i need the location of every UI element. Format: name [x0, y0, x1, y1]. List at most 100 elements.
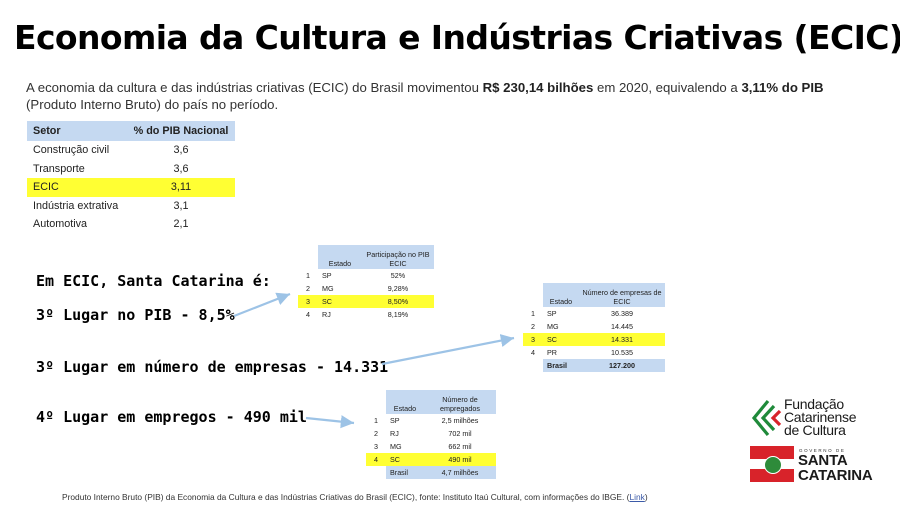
state: SP — [322, 271, 332, 280]
state-header: Estado — [386, 390, 424, 414]
state: PR — [547, 348, 557, 357]
sector-value: 2,1 — [173, 218, 189, 231]
sector-value: 3,1 — [173, 199, 189, 212]
sector-value: 3,6 — [173, 144, 189, 157]
rank: 2 — [531, 322, 535, 331]
state: RJ — [390, 429, 399, 438]
table-row: 4 RJ 8,19% — [298, 308, 434, 321]
intro-text-1: A economia da cultura e das indústrias c… — [26, 80, 483, 95]
footnote: Produto Interno Bruto (PIB) da Economia … — [62, 492, 648, 502]
companies-header: Número de empresas de ECIC — [579, 283, 665, 307]
table-row: 1 SP 36.389 — [523, 307, 665, 320]
rank-header — [366, 390, 386, 414]
fcc-line: Catarinense — [784, 409, 857, 425]
state: MG — [547, 322, 559, 331]
arrow-to-empregos-table — [305, 415, 355, 429]
fcc-line: de Cultura — [784, 422, 846, 438]
page-title: Economia da Cultura e Indústrias Criativ… — [14, 18, 900, 57]
footnote-paren-open: ( — [626, 492, 630, 502]
table-row: 1 SP 52% — [298, 269, 434, 282]
value: 9,28% — [387, 284, 409, 293]
fcc-text: Fundação Catarinense de Cultura — [784, 396, 857, 438]
value: 14.331 — [579, 333, 665, 346]
sc-name: SANTA CATARINA — [798, 452, 873, 484]
state-header: Estado — [318, 245, 362, 269]
pib-table: Estado Participação no PIB ECIC 1 SP 52% 2… — [298, 245, 434, 321]
state: MG — [322, 284, 334, 293]
value: 662 mil — [448, 442, 472, 451]
intro-text-3: (Produto Interno Bruto) do país no perío… — [26, 97, 279, 112]
value: 14.445 — [611, 322, 633, 331]
table-row-highlighted: ECIC 3,11 — [27, 178, 235, 197]
value: 490 mil — [424, 453, 496, 466]
arrow-to-pib-table — [233, 292, 291, 318]
state: SP — [390, 416, 400, 425]
value: 2,5 milhões — [441, 416, 479, 425]
sector-name: Indústria extrativa — [33, 199, 119, 212]
sc-heading: Em ECIC, Santa Catarina é: — [36, 272, 271, 290]
intro-text-2: em 2020, equivalendo a — [593, 80, 742, 95]
value: 10.535 — [611, 348, 633, 357]
table-row: 4 PR 10.535 — [523, 346, 665, 359]
state: SC — [386, 453, 424, 466]
empregos-rank-text: 4º Lugar em empregos - 490 mil — [36, 408, 307, 426]
table-row: 2 MG 9,28% — [298, 282, 434, 295]
source-link[interactable]: Link — [629, 492, 645, 502]
rank — [366, 466, 386, 479]
fcc-chevron-icon — [751, 399, 782, 437]
rank-header — [298, 245, 318, 269]
pib-percent-header: % do PIB Nacional — [127, 121, 235, 141]
table-row-total: Brasil 4,7 milhões — [366, 466, 496, 479]
table-row-highlighted: 4 SC 490 mil — [366, 453, 496, 466]
rank: 3 — [374, 442, 378, 451]
table-row: 2 MG 14.445 — [523, 320, 665, 333]
table-row: Construção civil 3,6 — [27, 141, 235, 160]
sc-line: CATARINA — [798, 466, 873, 484]
sc-line: SANTA — [798, 452, 848, 469]
sector-name: Transporte — [33, 162, 85, 175]
value: 702 mil — [448, 429, 472, 438]
fundacao-catarinense-logo: Fundação Catarinense de Cultura — [748, 396, 888, 440]
state: SC — [318, 295, 362, 308]
rank: 2 — [306, 284, 310, 293]
state: SP — [547, 309, 557, 318]
employees-header: Número de empregados — [424, 390, 496, 414]
empregos-table: Estado Número de empregados 1 SP 2,5 milhõ… — [366, 390, 496, 479]
table-row: Automotiva 2,1 — [27, 215, 235, 234]
sector-header: Setor — [27, 121, 127, 141]
rank: 3 — [298, 295, 318, 308]
sector-name: Construção civil — [33, 144, 110, 157]
arrow-to-empresas-table — [381, 334, 515, 366]
table-row: Indústria extrativa 3,1 — [27, 197, 235, 216]
empresas-table: Estado Número de empresas de ECIC 1 SP 36.… — [523, 283, 665, 372]
sector-table: Setor % do PIB Nacional Construção civil… — [27, 121, 235, 234]
pib-rank-text: 3º Lugar no PIB - 8,5% — [36, 306, 235, 324]
rank: 3 — [523, 333, 543, 346]
sc-governo-label: GOVERNO DE — [799, 448, 846, 453]
rank: 4 — [531, 348, 535, 357]
intro-paragraph: A economia da cultura e das indústrias c… — [26, 79, 856, 113]
state-header: Estado — [543, 283, 579, 307]
table-row-total: Brasil 127.200 — [523, 359, 665, 372]
sector-name: Automotiva — [33, 218, 88, 231]
value: 8,50% — [362, 295, 434, 308]
rank: 4 — [366, 453, 386, 466]
table-row: 2 RJ 702 mil — [366, 427, 496, 440]
participation-header: Participação no PIB ECIC — [362, 245, 434, 269]
state: RJ — [322, 310, 331, 319]
table-row: Transporte 3,6 — [27, 160, 235, 179]
intro-bold-percent: 3,11% do PIB — [741, 80, 824, 95]
value: 52% — [390, 271, 406, 280]
value: 36.389 — [611, 309, 633, 318]
rank — [523, 359, 543, 372]
fcc-line: Fundação — [784, 396, 844, 412]
intro-bold-value: R$ 230,14 bilhões — [482, 80, 594, 95]
footnote-text: Produto Interno Bruto (PIB) da Economia … — [62, 492, 627, 502]
sc-flag-icon — [750, 446, 794, 482]
state: SC — [543, 333, 579, 346]
rank: 1 — [306, 271, 310, 280]
table-row-highlighted: 3 SC 14.331 — [523, 333, 665, 346]
rank: 2 — [374, 429, 378, 438]
state: Brasil — [386, 466, 424, 479]
